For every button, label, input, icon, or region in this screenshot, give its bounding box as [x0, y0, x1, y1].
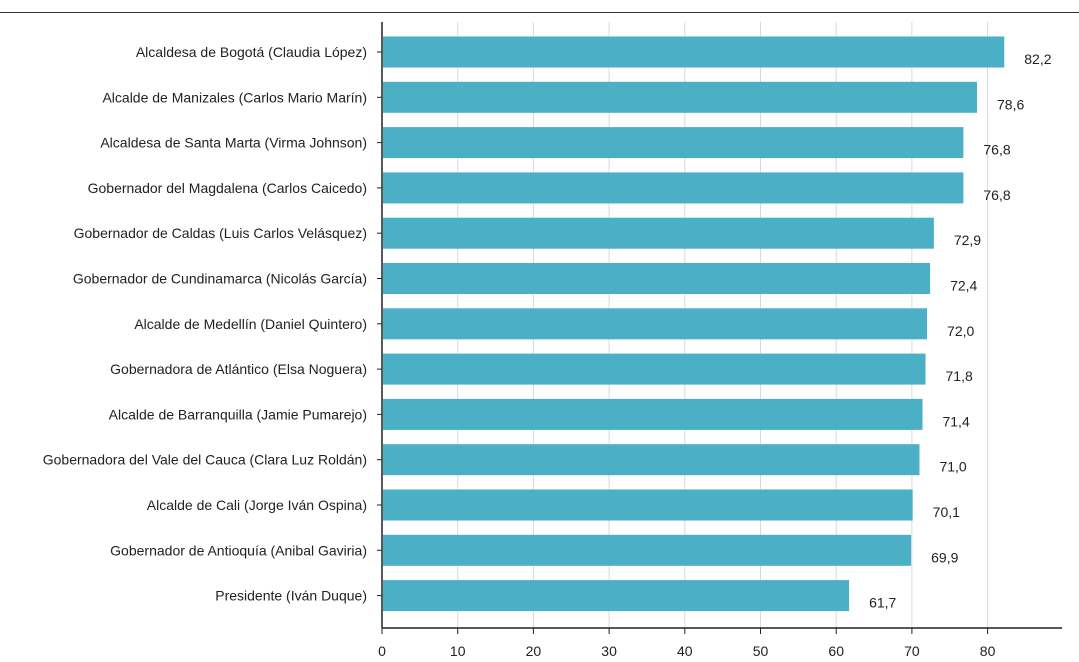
category-label: Gobernador de Caldas (Luis Carlos Velásq…	[74, 225, 367, 241]
bar	[383, 534, 912, 566]
bar	[383, 217, 934, 249]
value-label: 76,8	[983, 142, 1010, 158]
category-label: Alcalde de Cali (Jorge Iván Ospina)	[147, 497, 367, 513]
axis-layer	[377, 22, 1062, 634]
value-label: 76,8	[983, 187, 1010, 203]
bar	[383, 489, 913, 521]
bar	[383, 353, 926, 385]
value-label: 70,1	[933, 504, 960, 520]
x-tick-label: 0	[378, 643, 386, 659]
bar	[383, 444, 920, 476]
bar	[383, 263, 931, 294]
value-label: 71,0	[939, 459, 966, 475]
value-label: 61,7	[869, 595, 896, 611]
value-label: 82,2	[1024, 51, 1051, 67]
value-label: 72,4	[950, 278, 977, 294]
category-label: Alcaldesa de Bogotá (Claudia López)	[136, 44, 367, 60]
x-tick-label: 30	[601, 643, 617, 659]
x-tick-label: 50	[753, 643, 769, 659]
top-rule	[0, 12, 1079, 13]
x-tick-label: 20	[526, 643, 542, 659]
category-label: Gobernador de Antioquía (Anibal Gaviria)	[110, 542, 367, 558]
bar	[383, 81, 978, 113]
category-label: Alcalde de Barranquilla (Jamie Pumarejo)	[109, 406, 367, 422]
value-label: 72,9	[954, 232, 981, 248]
x-tick-label: 60	[828, 643, 844, 659]
bar-layer	[383, 36, 1005, 612]
bar	[383, 127, 964, 159]
category-label: Alcaldesa de Santa Marta (Virma Johnson)	[100, 135, 367, 151]
label-layer: 0 10 20 30 40 50 60 70 80 Alcaldesa de Bogotá (Cl…	[43, 44, 1052, 659]
x-tick-label: 80	[980, 643, 996, 659]
x-tick-label: 10	[450, 643, 466, 659]
category-label: Alcalde de Manizales (Carlos Mario Marín…	[102, 89, 367, 105]
x-tick-label: 40	[677, 643, 693, 659]
value-label: 71,8	[946, 368, 973, 384]
category-label: Alcalde de Medellín (Daniel Quintero)	[134, 316, 367, 332]
category-label: Gobernadora de Atlántico (Elsa Noguera)	[110, 361, 367, 377]
category-label: Gobernador de Cundinamarca (Nicolás Garc…	[73, 271, 367, 287]
value-label: 69,9	[931, 549, 958, 565]
bar	[383, 172, 964, 204]
category-label: Gobernador del Magdalena (Carlos Caicedo…	[88, 180, 367, 196]
bar	[383, 398, 923, 430]
grid-layer	[457, 22, 989, 628]
value-label: 71,4	[942, 413, 969, 429]
category-label: Gobernadora del Vale del Cauca (Clara Lu…	[43, 452, 367, 468]
bar	[383, 36, 1005, 68]
x-tick-label: 70	[904, 643, 920, 659]
bar	[383, 308, 928, 340]
bar	[383, 580, 850, 612]
category-label: Presidente (Iván Duque)	[215, 588, 367, 604]
value-label: 78,6	[997, 96, 1024, 112]
value-label: 72,0	[947, 323, 974, 339]
